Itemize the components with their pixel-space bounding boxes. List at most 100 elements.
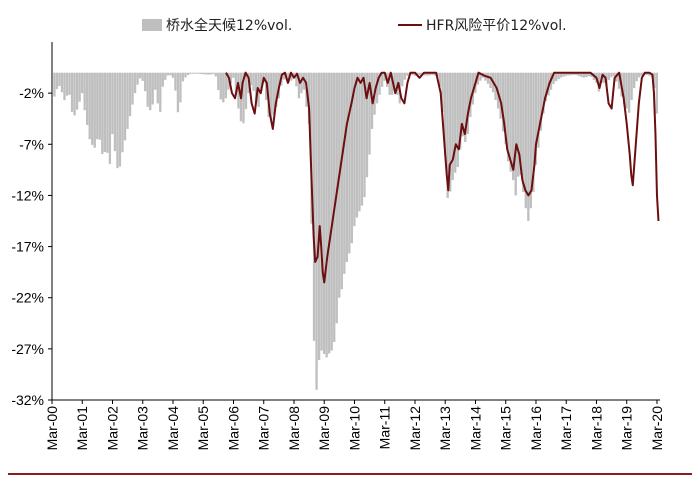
x-tick-label: Mar-11: [377, 406, 393, 450]
bar: [156, 72, 159, 104]
bar: [532, 72, 535, 193]
x-tick-label: Mar-05: [195, 406, 211, 451]
bar: [627, 72, 631, 113]
bar: [479, 72, 482, 81]
bar: [161, 72, 164, 87]
bar: [597, 72, 601, 92]
bar: [121, 72, 124, 153]
bar: [68, 72, 71, 95]
bar: [617, 72, 621, 89]
bar: [383, 72, 386, 81]
bar: [486, 72, 490, 84]
bar: [559, 72, 563, 78]
bar: [411, 72, 414, 75]
bar-series: [53, 72, 659, 390]
bar: [209, 72, 212, 75]
bar: [270, 72, 273, 121]
bar: [55, 72, 59, 90]
bar: [184, 72, 187, 78]
bar: [75, 72, 79, 110]
bar: [499, 72, 502, 119]
bar: [154, 72, 157, 90]
bar: [116, 72, 119, 169]
bar: [103, 72, 106, 152]
bar: [590, 72, 593, 77]
bar: [133, 72, 137, 94]
bar: [542, 72, 545, 114]
bar: [272, 72, 275, 115]
bar: [353, 72, 356, 227]
bar: [522, 72, 525, 193]
bar: [343, 72, 346, 274]
bar: [123, 72, 127, 141]
bar: [312, 72, 316, 341]
bar: [78, 72, 81, 102]
legend-swatch-bar: [142, 19, 162, 31]
bar: [252, 72, 255, 91]
bar: [648, 72, 651, 76]
y-tick-label: -27%: [11, 341, 44, 357]
bar: [194, 72, 197, 74]
bar: [53, 72, 56, 97]
bar: [401, 72, 404, 87]
bar: [504, 72, 507, 145]
x-tick-label: Mar-02: [104, 406, 120, 451]
bar: [534, 72, 538, 165]
bar: [517, 72, 520, 177]
x-tick-label: Mar-20: [649, 406, 665, 451]
bar: [630, 72, 633, 100]
bar: [464, 72, 467, 143]
bar: [554, 72, 558, 82]
bar: [199, 72, 202, 75]
bar: [325, 72, 328, 358]
bar: [423, 72, 427, 76]
y-axis: -2% -7% -12% -17% -22% -27% -32%: [11, 42, 53, 408]
bar: [602, 72, 606, 83]
bar: [575, 72, 578, 76]
bar: [418, 72, 422, 75]
bar: [438, 72, 442, 87]
bar: [585, 72, 588, 78]
bar: [570, 72, 573, 76]
bar: [476, 72, 480, 85]
bar: [610, 72, 613, 78]
bar: [524, 72, 527, 209]
bar: [60, 72, 64, 93]
bar: [365, 72, 369, 178]
bar: [340, 72, 343, 290]
bar: [567, 72, 570, 76]
bar: [564, 72, 568, 76]
bar: [655, 72, 659, 114]
bar: [106, 72, 109, 153]
bar: [118, 72, 122, 167]
bar: [222, 72, 225, 103]
bar: [431, 72, 434, 75]
bar: [514, 72, 517, 196]
x-tick-label: Mar-13: [437, 406, 453, 451]
y-tick-label: -12%: [11, 187, 44, 203]
bar: [360, 72, 364, 206]
bar: [186, 72, 190, 76]
bar: [653, 72, 656, 89]
bar: [315, 72, 318, 390]
bar: [73, 72, 76, 116]
bar: [582, 72, 585, 78]
bar: [544, 72, 548, 102]
bar: [580, 72, 583, 77]
bar: [403, 72, 406, 80]
bar: [65, 72, 69, 96]
bar: [212, 72, 215, 75]
x-tick-label: Mar-17: [558, 406, 574, 451]
bar: [363, 72, 366, 198]
bar: [501, 72, 505, 132]
bar: [217, 72, 220, 91]
bar: [113, 72, 117, 152]
bar: [101, 72, 104, 154]
x-tick-label: Mar-12: [407, 406, 423, 451]
bar: [307, 72, 311, 124]
bar: [635, 72, 638, 82]
y-tick-label: -17%: [11, 239, 44, 255]
bar: [207, 72, 210, 75]
bar: [368, 72, 371, 155]
bar: [587, 72, 590, 77]
